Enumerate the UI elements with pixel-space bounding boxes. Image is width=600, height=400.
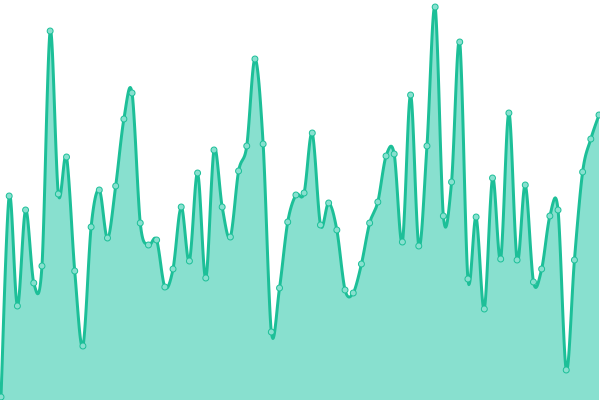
data-point-59 xyxy=(480,305,488,313)
data-point-57 xyxy=(464,275,472,283)
data-point-23 xyxy=(185,257,193,265)
data-point-52 xyxy=(423,142,431,150)
data-point-13 xyxy=(103,234,111,242)
data-point-15 xyxy=(120,115,128,123)
data-point-12 xyxy=(95,186,103,194)
data-point-56 xyxy=(456,38,464,46)
data-point-27 xyxy=(218,203,226,211)
data-point-9 xyxy=(71,267,79,275)
data-point-4 xyxy=(30,279,38,287)
data-point-19 xyxy=(153,236,161,244)
data-point-0 xyxy=(0,393,5,400)
data-point-42 xyxy=(341,286,349,294)
data-point-67 xyxy=(546,212,554,220)
data-point-68 xyxy=(554,206,562,214)
data-point-51 xyxy=(415,242,423,250)
data-point-31 xyxy=(251,55,259,63)
data-point-17 xyxy=(136,219,144,227)
data-point-73 xyxy=(595,111,600,119)
data-point-25 xyxy=(202,274,210,282)
data-point-39 xyxy=(316,221,324,229)
data-point-33 xyxy=(267,328,275,336)
data-point-50 xyxy=(407,91,415,99)
data-point-65 xyxy=(529,278,537,286)
data-point-28 xyxy=(226,233,234,241)
data-points xyxy=(0,3,600,400)
data-point-29 xyxy=(235,167,243,175)
data-point-32 xyxy=(259,140,267,148)
data-point-54 xyxy=(439,212,447,220)
data-point-10 xyxy=(79,342,87,350)
data-point-20 xyxy=(161,283,169,291)
data-point-72 xyxy=(587,135,595,143)
data-point-36 xyxy=(292,191,300,199)
data-point-55 xyxy=(448,178,456,186)
data-point-66 xyxy=(538,265,546,273)
data-point-41 xyxy=(333,226,341,234)
data-point-35 xyxy=(284,218,292,226)
data-point-63 xyxy=(513,256,521,264)
data-point-70 xyxy=(570,256,578,264)
data-point-22 xyxy=(177,203,185,211)
data-point-49 xyxy=(398,238,406,246)
data-point-69 xyxy=(562,366,570,374)
data-point-18 xyxy=(144,241,152,249)
data-point-7 xyxy=(54,190,62,198)
data-point-44 xyxy=(357,260,365,268)
data-point-1 xyxy=(5,192,13,200)
data-point-45 xyxy=(366,219,374,227)
data-point-16 xyxy=(128,89,136,97)
data-point-64 xyxy=(521,181,529,189)
data-point-58 xyxy=(472,213,480,221)
data-point-40 xyxy=(325,199,333,207)
data-point-3 xyxy=(22,206,30,214)
data-point-61 xyxy=(497,255,505,263)
data-point-6 xyxy=(46,27,54,35)
data-point-2 xyxy=(13,302,21,310)
data-point-46 xyxy=(374,198,382,206)
data-point-24 xyxy=(194,169,202,177)
area-fill xyxy=(1,6,599,400)
data-point-30 xyxy=(243,142,251,150)
data-point-60 xyxy=(489,174,497,182)
data-point-26 xyxy=(210,146,218,154)
data-point-53 xyxy=(431,3,439,11)
data-point-21 xyxy=(169,265,177,273)
data-point-34 xyxy=(276,284,284,292)
data-point-62 xyxy=(505,109,513,117)
data-point-47 xyxy=(382,152,390,160)
data-point-71 xyxy=(579,168,587,176)
data-point-14 xyxy=(112,182,120,190)
data-point-5 xyxy=(38,262,46,270)
data-point-11 xyxy=(87,223,95,231)
data-point-43 xyxy=(349,289,357,297)
data-point-38 xyxy=(308,129,316,137)
data-point-48 xyxy=(390,150,398,158)
data-point-37 xyxy=(300,189,308,197)
data-point-8 xyxy=(63,153,71,161)
